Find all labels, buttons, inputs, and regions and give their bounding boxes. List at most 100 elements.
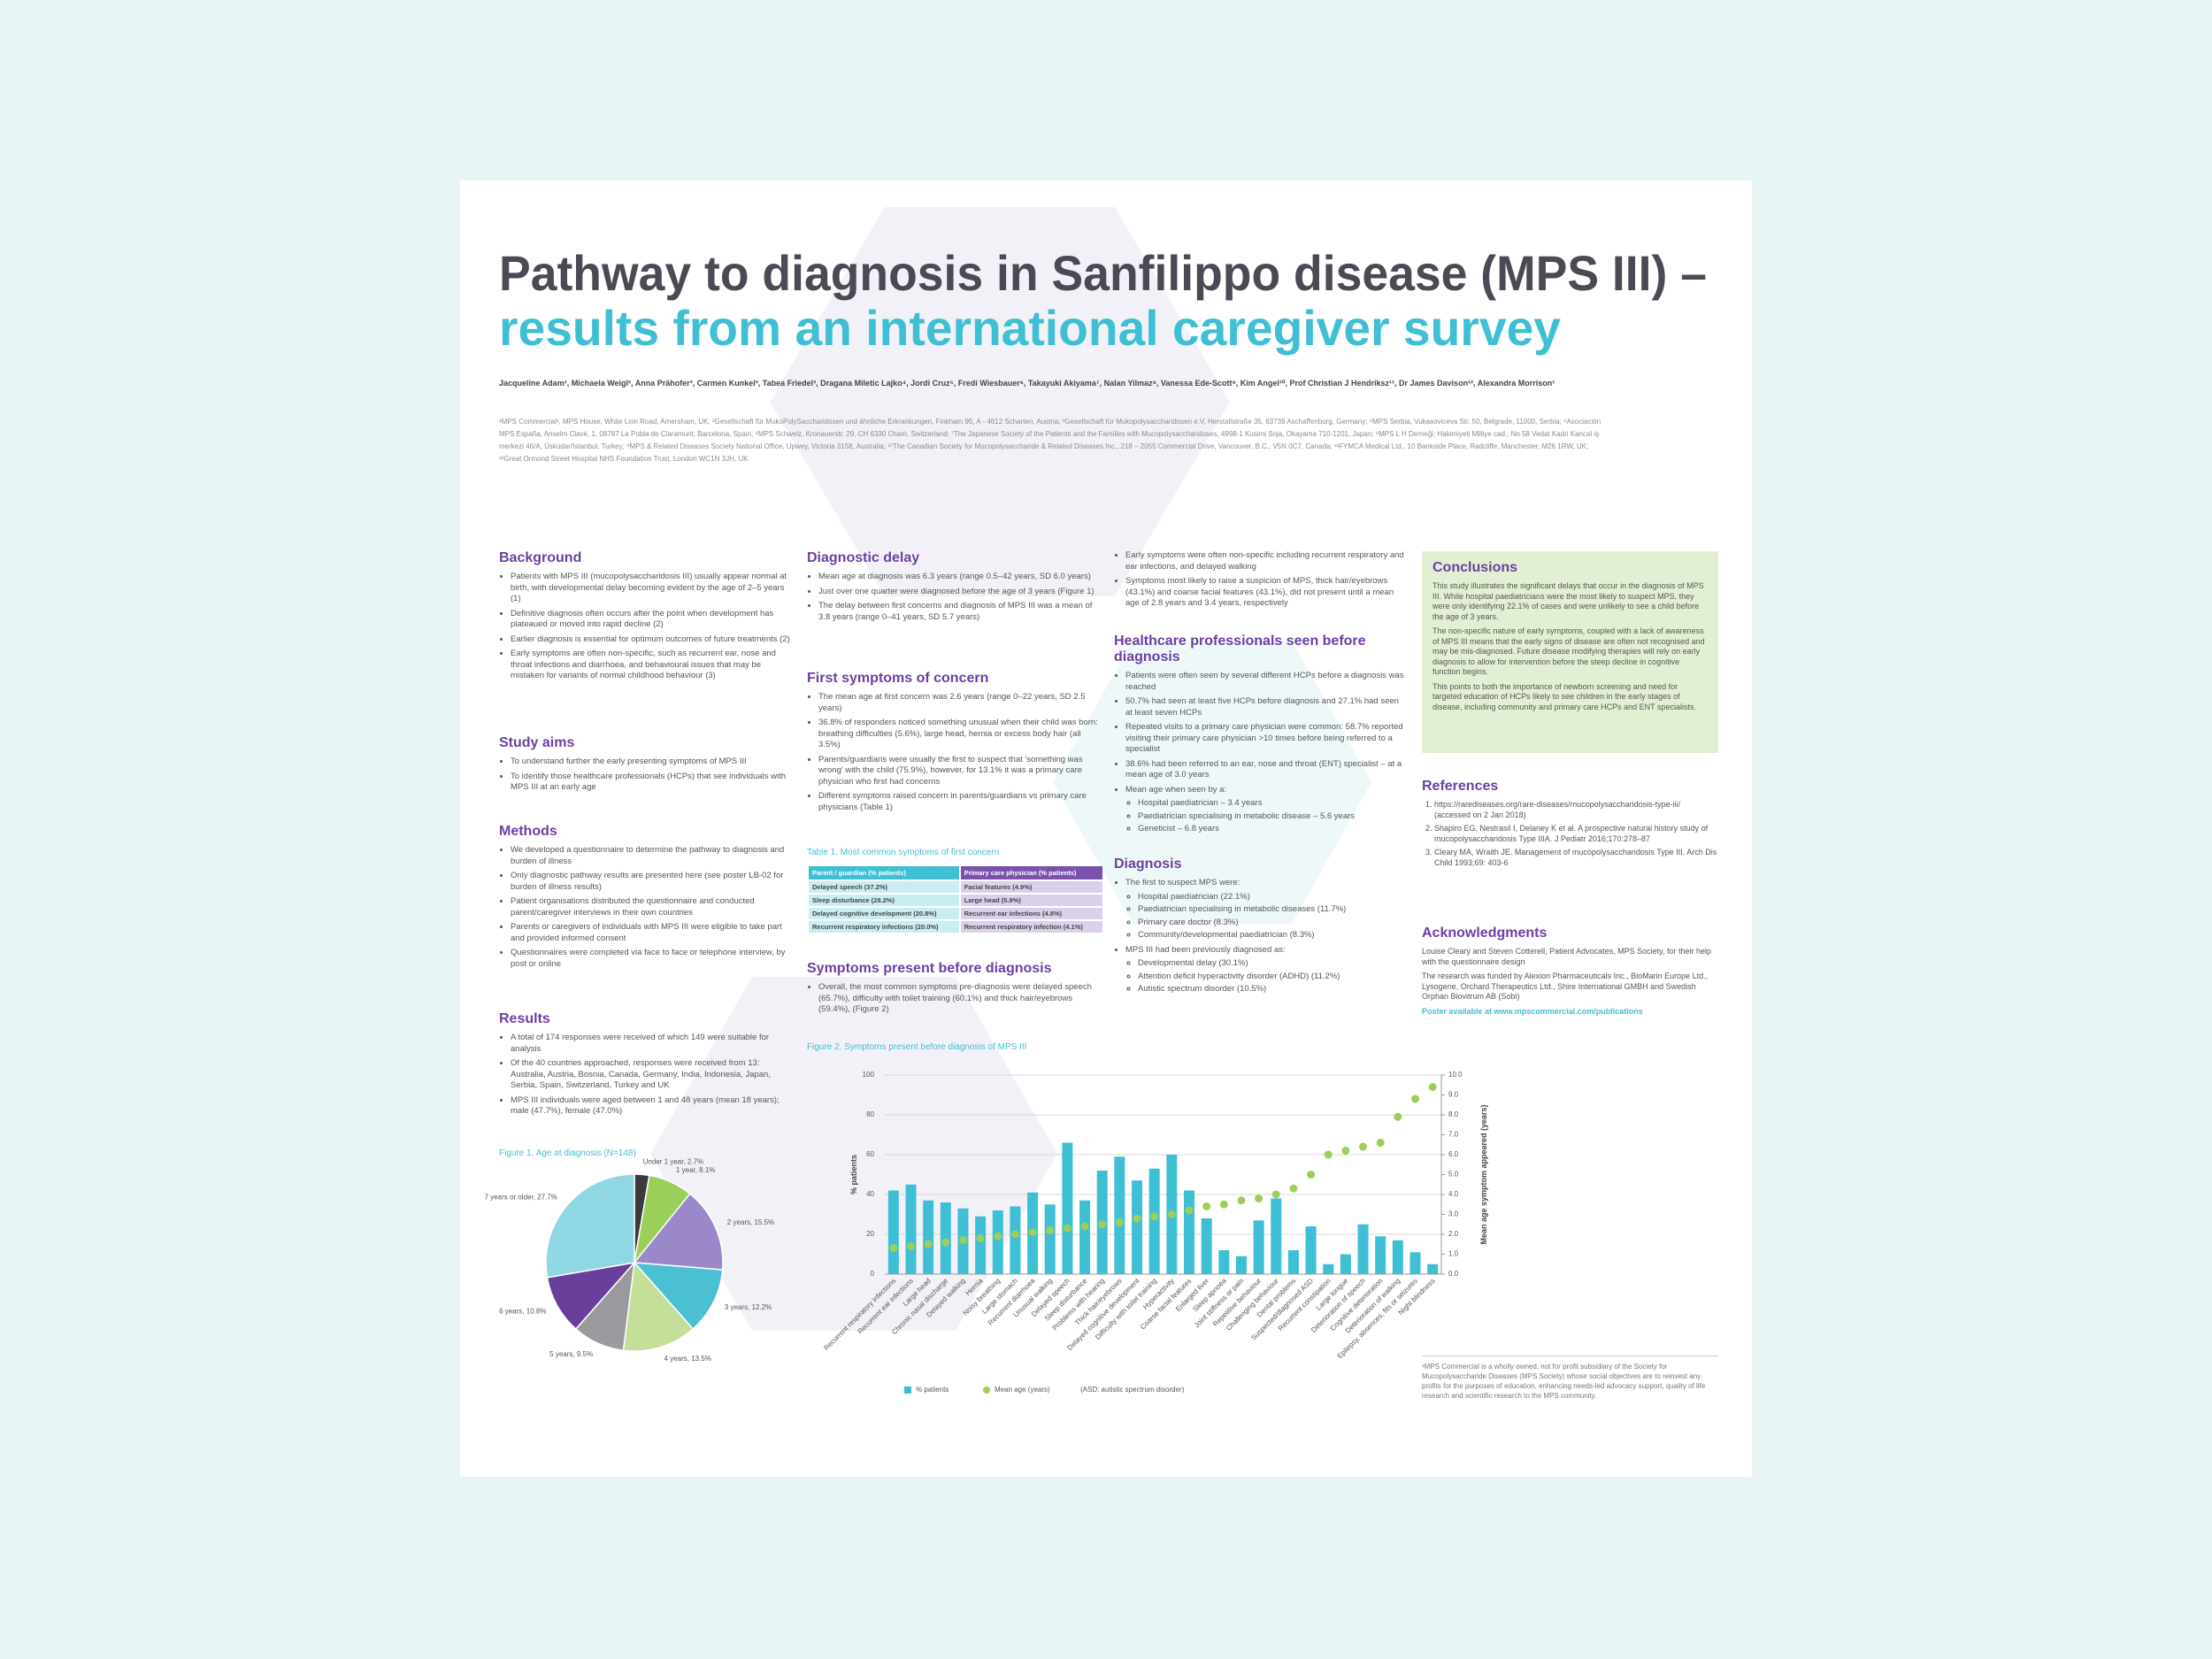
bullet: Early symptoms were often non-specific i… — [1125, 550, 1408, 572]
reference: Cleary MA, Wraith JE. Management of muco… — [1434, 848, 1718, 868]
bullet: Mean age at diagnosis was 6.3 years (ran… — [818, 572, 1101, 583]
section: Diagnostic delay Mean age at diagnosis wa… — [807, 550, 1101, 626]
reference: Shapiro EG, Nestrasil I, Delaney K et al… — [1434, 824, 1718, 844]
sub-bullet: Paediatrician specialising in metabolic … — [1138, 811, 1408, 823]
bullet-list: The first to suspect MPS were: Hospital p… — [1114, 878, 1408, 995]
bullet: Early symptoms are often non-specific, s… — [511, 649, 793, 682]
bullet: The first to suspect MPS were: Hospital p… — [1125, 878, 1408, 941]
sub-bullet: Hospital paediatrician (22.1%) — [1138, 892, 1408, 903]
table-row: Delayed cognitive development (20.8%) Rec… — [809, 908, 1102, 919]
section-heading: First symptoms of concern — [807, 671, 989, 686]
table-cell: Large head (5.9%) — [960, 895, 1102, 906]
sub-bullet: Autistic spectrum disorder (10.5%) — [1138, 984, 1408, 995]
paragraph: This points to both the importance of ne… — [1432, 681, 1696, 711]
bullet: MPS III individuals were aged between 1 … — [511, 1095, 793, 1118]
bullet: We developed a questionnaire to determin… — [511, 845, 793, 867]
section: Background Patients with MPS III (mucopol… — [499, 550, 793, 686]
bullet-list: We developed a questionnaire to determin… — [499, 845, 793, 970]
reference: https://rarediseases.org/rare-diseases/m… — [1434, 800, 1718, 820]
background-hexagons — [650, 207, 1371, 1331]
paragraph: The non-specific nature of early symptom… — [1432, 626, 1705, 676]
bullet: To understand further the early presenti… — [511, 757, 793, 768]
paragraph: The research was funded by Alexion Pharm… — [1422, 972, 1709, 1001]
section: First symptoms of concern The mean age at… — [807, 671, 1101, 817]
table-cell: Recurrent respiratory infection (4.1%) — [960, 921, 1102, 933]
sub-bullet: Developmental delay (30.1%) — [1138, 958, 1408, 970]
table-header-row: Parent / guardian (% patients) Primary ca… — [809, 866, 1102, 879]
bullet: Only diagnostic pathway results are pres… — [511, 871, 793, 893]
bullet-list: A total of 174 responses were received o… — [499, 1033, 793, 1118]
section: Healthcare professionals seen before dia… — [1114, 634, 1408, 839]
section: Early symptoms were often non-specific i… — [1114, 550, 1408, 613]
references: References https://rarediseases.org/rare… — [1422, 779, 1718, 872]
table-row: Sleep disturbance (28.2%) Large head (5.9… — [809, 895, 1102, 906]
authors: Jacqueline Adam¹, Michaela Weigl², Anna … — [499, 379, 1555, 388]
bullet: Mean age when seen by a: Hospital paediat… — [1125, 785, 1408, 835]
bullet-list: Early symptoms were often non-specific i… — [1114, 550, 1408, 610]
bullet: Of the 40 countries approached, response… — [511, 1058, 793, 1092]
hexagon — [1053, 641, 1371, 924]
section-heading: Healthcare professionals seen before dia… — [1114, 634, 1366, 664]
reference-list: https://rarediseases.org/rare-diseases/m… — [1422, 800, 1718, 868]
bullet-list: The mean age at first concern was 2.6 ye… — [807, 692, 1101, 813]
bullet-text: Mean age when seen by a: — [1125, 784, 1227, 795]
bullet: Questionnaires were completed via face t… — [511, 948, 793, 970]
sub-bullet: Primary care doctor (8.3%) — [1138, 918, 1408, 929]
table-cell: Sleep disturbance (28.2%) — [809, 895, 959, 906]
bullet: To identify those healthcare professiona… — [511, 772, 793, 794]
section: Diagnosis The first to suspect MPS were: H… — [1114, 856, 1408, 999]
bullet-list: Patients were often seen by several diff… — [1114, 671, 1408, 835]
affiliations: ¹MPS Commercial¹, MPS House, White Lion … — [499, 418, 1601, 463]
table-header: Parent / guardian (% patients) — [809, 866, 959, 879]
bullet: Patient organisations distributed the qu… — [511, 896, 793, 918]
section-heading: Study aims — [499, 735, 575, 750]
table-cell: Facial features (4.9%) — [960, 881, 1102, 893]
footnote: ¹MPS Commercial is a wholly owned, not f… — [1422, 1356, 1718, 1401]
bullet-list: To understand further the early presenti… — [499, 757, 793, 794]
section-heading: Methods — [499, 824, 557, 839]
section-heading: Diagnostic delay — [807, 550, 920, 565]
bullet: Overall, the most common symptoms pre-di… — [818, 982, 1101, 1016]
bullet: A total of 174 responses were received o… — [511, 1033, 793, 1055]
bullet-text: MPS III had been previously diagnosed as… — [1125, 944, 1286, 955]
section-heading: Results — [499, 1011, 550, 1026]
table-cell: Delayed cognitive development (20.8%) — [809, 908, 959, 919]
section-heading: References — [1422, 779, 1499, 794]
bullet: Repeated visits to a primary care physic… — [1125, 722, 1408, 756]
symptom-table: Parent / guardian (% patients) Primary ca… — [807, 864, 1104, 934]
hexagon — [770, 207, 1230, 596]
table-cell: Delayed speech (37.2%) — [809, 881, 959, 893]
link: Poster available at www.mpscommercial.co… — [1422, 1006, 1643, 1016]
section: Results A total of 174 responses were rec… — [499, 1011, 793, 1121]
sub-bullet: Community/developmental paediatrician (8… — [1138, 930, 1408, 941]
section: Study aims To understand further the earl… — [499, 735, 793, 797]
table-block: Table 1. Most common symptoms of first c… — [807, 848, 1108, 934]
paragraph: This study illustrates the significant d… — [1432, 581, 1704, 621]
bullet: Patients were often seen by several diff… — [1125, 671, 1408, 693]
sub-bullet: Paediatrician specialising in metabolic … — [1138, 904, 1408, 916]
section-heading: Conclusions — [1432, 560, 1518, 575]
bullet-list: Patients with MPS III (mucopolysaccharid… — [499, 572, 793, 682]
bullet: The delay between first concerns and dia… — [818, 601, 1101, 623]
conclusions-box: Conclusions This study illustrates the s… — [1422, 551, 1718, 753]
bullet: Just over one quarter were diagnosed bef… — [818, 587, 1101, 598]
sub-list: Hospital paediatrician – 3.4 yearsPaedia… — [1125, 798, 1408, 835]
bullet: Parents or caregivers of individuals wit… — [511, 922, 793, 944]
acknowledgments: Acknowledgments Louise Cleary and Steven… — [1422, 926, 1718, 1021]
sub-list: Hospital paediatrician (22.1%)Paediatric… — [1125, 892, 1408, 941]
section-heading: Acknowledgments — [1422, 926, 1548, 941]
section-heading: Diagnosis — [1114, 856, 1182, 872]
bullet-text: The first to suspect MPS were: — [1125, 878, 1240, 887]
section-heading: Symptoms present before diagnosis — [807, 961, 1052, 976]
table-row: Recurrent respiratory infections (20.0%)… — [809, 921, 1102, 933]
bullet: Parents/guardians were usually the first… — [818, 755, 1101, 788]
bullet: 36.8% of responders noticed something un… — [818, 718, 1101, 751]
sub-list: Developmental delay (30.1%) Attention def… — [1125, 958, 1408, 995]
bullet: Definitive diagnosis often occurs after … — [511, 609, 793, 631]
bullet: Different symptoms raised concern in par… — [818, 791, 1101, 813]
bullet: 38.6% had been referred to an ear, nose … — [1125, 759, 1408, 781]
bullet: 50.7% had seen at least five HCPs before… — [1125, 696, 1408, 718]
section: Methods We developed a questionnaire to d… — [499, 824, 793, 973]
section: Symptoms present before diagnosis Overall… — [807, 961, 1101, 1019]
